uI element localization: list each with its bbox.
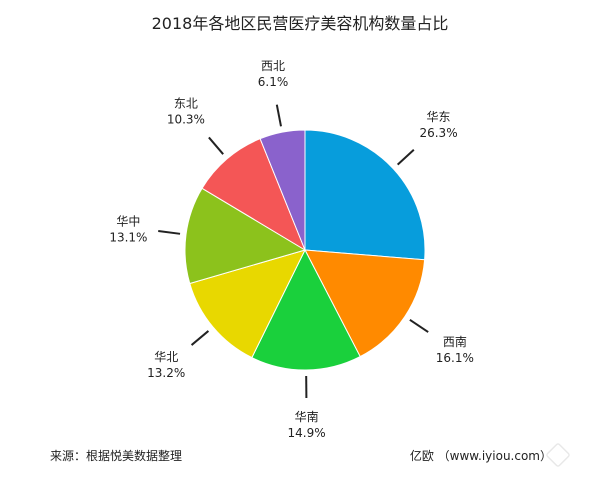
slice-label: 华东 bbox=[427, 110, 451, 124]
pie-slice bbox=[184, 187, 307, 285]
pie-slice bbox=[189, 249, 306, 359]
slice-value-label: 6.1% bbox=[258, 75, 289, 89]
slice-label: 东北 bbox=[174, 96, 198, 110]
slice-label: 西南 bbox=[443, 334, 467, 349]
leader-line bbox=[275, 104, 282, 127]
slice-label: 华南 bbox=[295, 409, 319, 424]
slice-label: 华中 bbox=[116, 213, 140, 228]
pie-slice bbox=[251, 248, 361, 371]
credit-note: 亿欧 （www.iyiou.com） bbox=[409, 449, 552, 463]
watermark-logo bbox=[545, 442, 585, 474]
pie-slice bbox=[259, 129, 306, 251]
chart-title: 2018年各地区民营医疗美容机构数量占比 bbox=[151, 14, 449, 33]
source-note: 来源：根据悦美数据整理 bbox=[50, 449, 183, 463]
leader-line bbox=[190, 330, 210, 346]
slice-value-label: 16.1% bbox=[436, 351, 474, 365]
slice-value-label: 13.1% bbox=[109, 230, 147, 244]
slice-value-label: 14.9% bbox=[288, 426, 326, 440]
slice-value-label: 26.3% bbox=[419, 126, 457, 140]
pie-slice bbox=[201, 138, 307, 252]
leader-line bbox=[158, 229, 181, 235]
slice-value-label: 13.2% bbox=[147, 366, 185, 380]
watermark-icon bbox=[545, 442, 571, 468]
leader-lines bbox=[158, 104, 429, 399]
pie-slice bbox=[304, 249, 426, 358]
leader-line bbox=[208, 136, 224, 155]
leader-line bbox=[396, 148, 415, 166]
slice-value-label: 10.3% bbox=[167, 112, 205, 126]
leader-line bbox=[409, 319, 429, 333]
slice-label: 华北 bbox=[154, 350, 178, 364]
pie-slices bbox=[184, 129, 426, 371]
pie-slice bbox=[304, 129, 426, 261]
slice-labels: 华东 26.3% 西南 16.1% 华南 14.9% 华北 13.2% 华中 13.1% 东北 10.… bbox=[109, 59, 474, 440]
slice-label: 西北 bbox=[261, 59, 285, 73]
